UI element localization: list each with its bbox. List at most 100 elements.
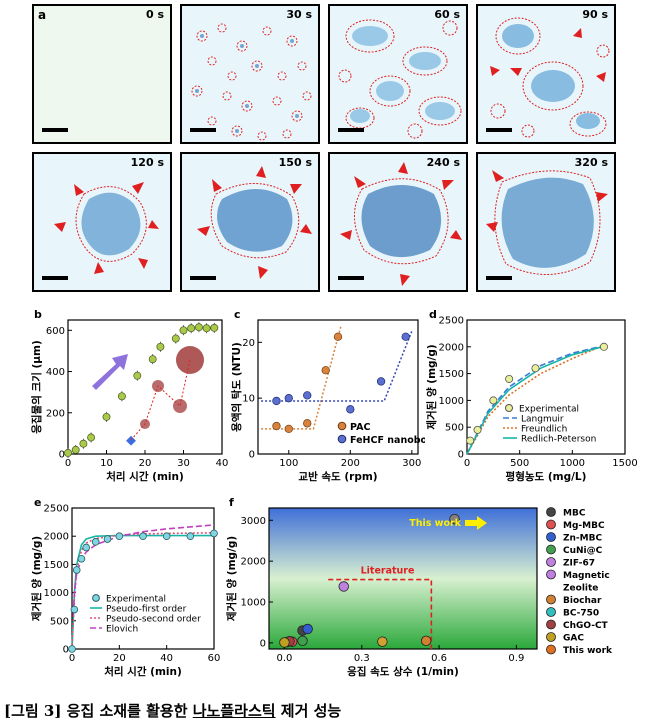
y-tick-label: 2000	[241, 557, 266, 568]
legend-marker	[546, 532, 556, 542]
fit-line	[71, 534, 214, 650]
y-axis-label: 응집물의 크기 (μm)	[30, 340, 43, 434]
data-point	[117, 392, 126, 401]
y-tick-label: 3000	[241, 516, 266, 527]
legend-label: Zn-MBC	[563, 534, 602, 544]
legend-marker	[546, 544, 556, 555]
time-label: 320 s	[574, 156, 608, 169]
y-tick-label: 2500	[439, 316, 464, 327]
y-tick-label: 600	[46, 326, 65, 337]
scale-bar	[42, 276, 68, 280]
x-tick-label: 0	[65, 458, 71, 469]
data-point	[302, 623, 313, 635]
legend-label: Magnetic	[563, 571, 610, 581]
x-tick-label: 30	[177, 458, 190, 469]
aggregate-cluster-icon	[176, 346, 204, 374]
data-point-fehcf	[346, 405, 355, 414]
panel-c: c 100 200 300 0 10 20 교반 속도 (rpm) 용액의 탁도 (NTU) PA…	[230, 306, 425, 486]
aggregates-overlay	[191, 23, 312, 141]
legend-label: GAC	[563, 634, 584, 644]
data-point	[338, 581, 349, 592]
data-point-fehcf	[401, 332, 410, 341]
legend-label: Elovich	[106, 625, 138, 635]
data-point	[71, 445, 80, 454]
x-tick-label: 0.9	[508, 653, 524, 664]
data-point	[133, 371, 142, 380]
data-point	[162, 532, 171, 540]
aggregate-overlay	[340, 162, 462, 286]
legend-label: Pseudo-first order	[106, 605, 187, 615]
scale-bar	[338, 128, 364, 132]
legend-label: Mg-MBC	[563, 521, 605, 531]
data-point	[72, 566, 81, 574]
y-axis-label: 제거된 양 (mg/g)	[30, 536, 43, 621]
aggregate-overlay	[486, 170, 608, 275]
legend-marker	[546, 632, 556, 642]
y-tick-label: 0	[59, 450, 65, 461]
data-point	[77, 554, 86, 563]
y-tick-label: 10	[242, 394, 255, 405]
data-point	[102, 412, 111, 421]
y-axis-label: 용액의 탁도 (NTU)	[230, 342, 243, 432]
scale-bar	[42, 128, 68, 132]
legend-label: This work	[563, 646, 613, 656]
x-axis-label: 교반 속도 (rpm)	[298, 470, 377, 483]
x-tick-label: 0.0	[277, 653, 293, 664]
caption-suffix: 제거 성능	[275, 702, 342, 720]
time-label: 240 s	[426, 156, 460, 169]
y-tick-label: 1500	[44, 560, 69, 571]
legend-label: Langmuir	[521, 415, 564, 425]
legend-marker	[546, 519, 556, 530]
x-tick-label: 500	[510, 458, 529, 469]
legend-label: Freundlich	[521, 425, 567, 435]
growth-arrow-icon	[92, 354, 128, 390]
data-point	[531, 364, 540, 373]
data-point	[82, 543, 90, 552]
x-tick-label: 0	[464, 458, 470, 469]
caption-underlined: 나노플라스틱	[192, 702, 276, 720]
y-tick-label: 500	[50, 616, 69, 627]
this-work-annotation: This work	[409, 518, 461, 529]
plot-frame	[466, 319, 626, 455]
y-tick-label: 200	[46, 408, 65, 419]
time-label: 150 s	[278, 156, 312, 169]
data-point	[377, 636, 388, 647]
scale-bar	[486, 128, 512, 132]
scale-bar	[190, 276, 216, 280]
data-point	[505, 374, 514, 383]
y-tick-label: 500	[445, 423, 464, 434]
y-tick-label: 0	[249, 450, 255, 461]
x-tick-label: 40	[216, 458, 229, 469]
pointer-arrow-icon	[465, 516, 487, 530]
plot-frame	[268, 507, 538, 650]
y-tick-label: 0	[260, 638, 266, 649]
scale-bar	[190, 128, 216, 132]
micrograph-320s: 320 s	[476, 152, 616, 292]
panel-a-letter: a	[38, 8, 47, 22]
x-tick-label: 40	[160, 653, 173, 664]
legend-label: MBC	[563, 509, 586, 519]
legend-marker-pac	[337, 421, 347, 431]
y-axis-label: 제거된 양 (mg/g)	[425, 344, 438, 429]
data-point	[91, 538, 100, 546]
panel-letter: c	[234, 308, 241, 321]
legend-label-fehcf: FeHCF nanobot	[350, 435, 425, 446]
legend-marker	[546, 607, 556, 617]
x-tick-label: 60	[208, 653, 221, 664]
plot-frame	[257, 319, 419, 455]
data-point-pac	[321, 366, 330, 375]
y-tick-label: 2000	[439, 342, 464, 353]
data-point-fehcf	[376, 377, 386, 386]
x-tick-label: 0.6	[431, 653, 447, 664]
y-tick-label: 0	[458, 450, 464, 461]
y-tick-label: 1000	[439, 396, 464, 407]
data-point	[599, 342, 608, 351]
time-label: 90 s	[582, 8, 608, 21]
legend-label: CuNi@C	[563, 546, 603, 556]
literature-boundary	[328, 578, 433, 649]
x-axis-label: 처리 시간 (min)	[106, 470, 184, 483]
scale-bar	[338, 276, 364, 280]
data-point	[202, 324, 211, 333]
data-point	[194, 323, 203, 332]
